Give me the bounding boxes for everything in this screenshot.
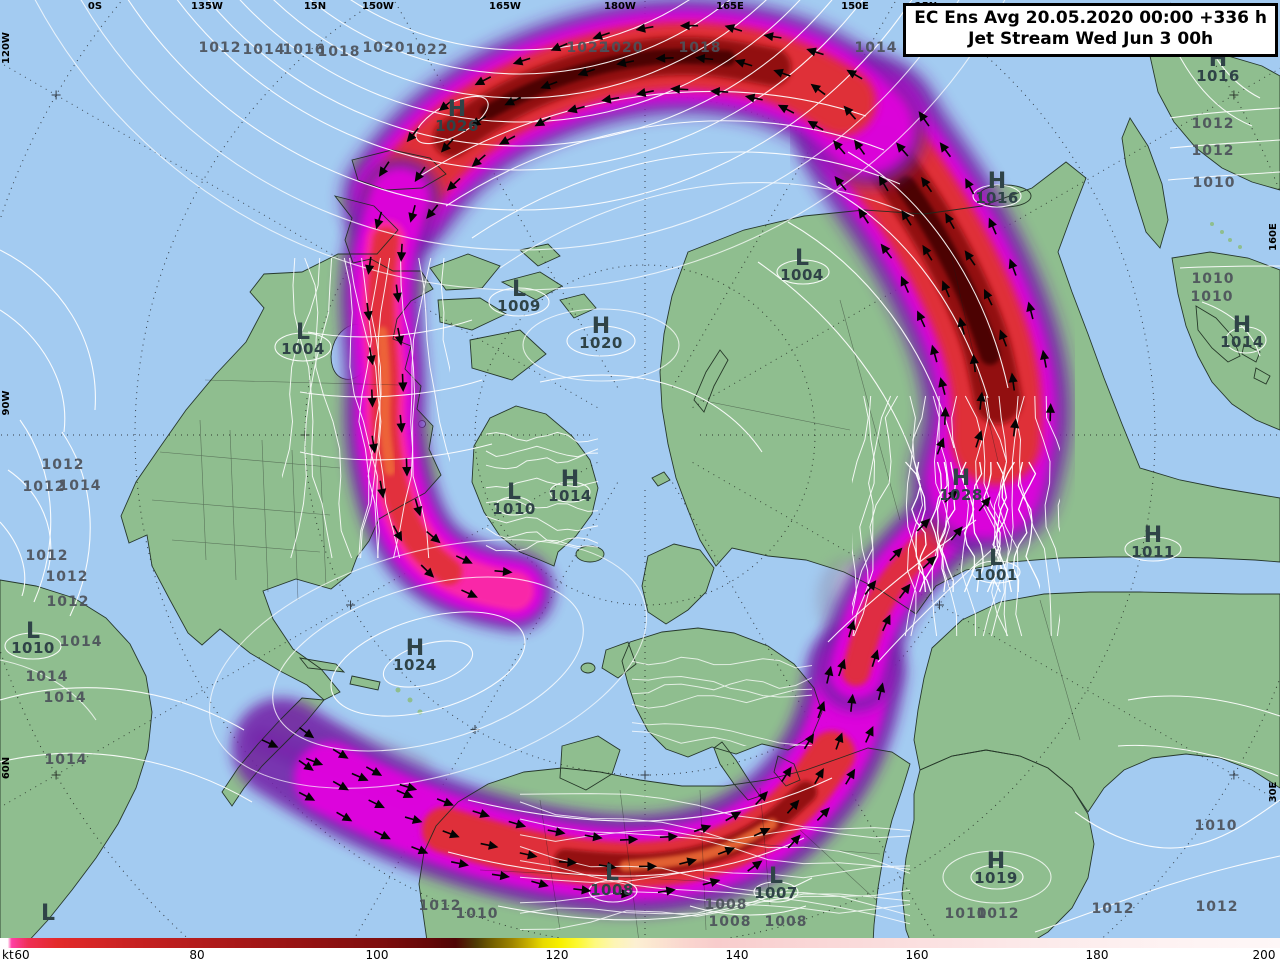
colorbar-tick-label: 60 [14, 948, 30, 962]
colorbar-tick-label: 100 [365, 948, 389, 962]
isobar-contours [0, 0, 1280, 933]
colorbar-tick-label: 140 [725, 948, 749, 962]
colorbar-unit-label: kt [2, 948, 14, 962]
colorbar-tick-label: 120 [545, 948, 569, 962]
colorbar-labels: kt 60 80 100 120 140 160 180 200 [0, 948, 1280, 962]
model-title-box: EC Ens Avg 20.05.2020 00:00 +336 h Jet S… [903, 3, 1278, 57]
terrain-contour-texture [282, 257, 1060, 930]
colorbar-tick-label: 200 [1252, 948, 1276, 962]
wind-speed-colorbar: kt 60 80 100 120 140 160 180 200 [0, 938, 1280, 962]
colorbar-tick-label: 180 [1085, 948, 1109, 962]
jet-stream-bands [232, 0, 1072, 915]
colorbar-tick-label: 160 [905, 948, 929, 962]
landmasses [0, 52, 1280, 962]
colorbar-tick-label: 80 [189, 948, 205, 962]
title-line-1: EC Ens Avg 20.05.2020 00:00 +336 h [914, 8, 1267, 28]
colorbar-gradient [0, 938, 1280, 948]
wind-arrows [261, 21, 1056, 899]
title-line-2: Jet Stream Wed Jun 3 00h [968, 29, 1214, 49]
